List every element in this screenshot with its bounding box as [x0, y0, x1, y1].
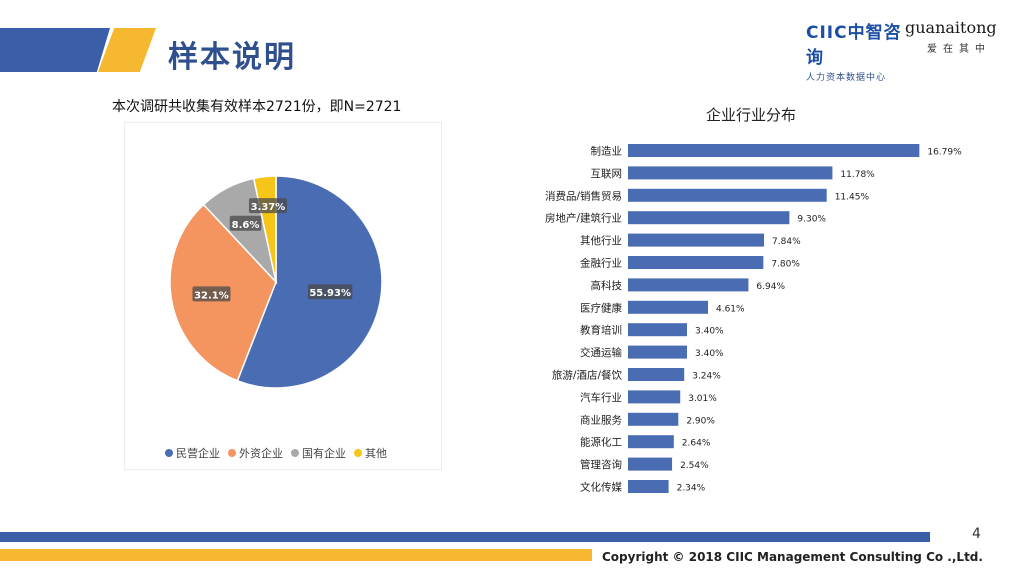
bar-mark	[628, 278, 749, 292]
page-title: 样本说明	[168, 40, 296, 75]
header-band	[0, 28, 110, 72]
legend-label-other: 其他	[365, 447, 387, 460]
bar-mark	[628, 211, 790, 225]
bar-mark	[628, 368, 685, 381]
pie-data-label-private: 55.93%	[309, 288, 351, 299]
bar-category-label: 制造业	[591, 145, 623, 158]
bar-category-label: 教育培训	[580, 324, 622, 337]
bar-value-label: 2.34%	[677, 484, 706, 494]
bar-mark	[628, 390, 681, 404]
footer-yellow-band	[0, 549, 592, 561]
bar-value-label: 2.64%	[682, 439, 711, 449]
sample-description: 本次调研共收集有效样本2721份，即N=2721	[112, 99, 402, 115]
legend-dot-private	[165, 449, 173, 457]
bar-category-label: 旅游/酒店/餐饮	[552, 369, 623, 382]
ciic-logo-subtitle: 人力资本数据中心	[806, 73, 887, 83]
bar-category-label: 医疗健康	[580, 301, 622, 314]
page-number: 4	[972, 526, 981, 542]
pie-legend: 民营企业 外资企业 国有企业 其他	[165, 445, 387, 461]
bar-value-label: 2.90%	[686, 416, 715, 426]
bar-mark	[628, 188, 827, 202]
bar-value-label: 3.40%	[695, 349, 724, 359]
pie-slice-private	[236, 175, 383, 389]
bar-mark	[628, 412, 679, 426]
bar-value-label: 16.79%	[927, 148, 962, 158]
bar-chart-title: 企业行业分布	[706, 106, 797, 124]
bar-mark	[628, 323, 687, 337]
ciic-logo-mark: CIIC中智咨询	[806, 23, 902, 68]
bar-mark	[628, 144, 920, 157]
bar-mark	[628, 300, 708, 314]
bar-category-label: 能源化工	[580, 436, 622, 449]
bar-category-label: 房地产/建筑行业	[545, 212, 622, 225]
guanaitong-logo: guanaitong 爱在其中	[905, 18, 1020, 58]
bar-value-label: 9.30%	[797, 215, 826, 225]
bar-category-label: 汽车行业	[580, 391, 622, 404]
legend-item-state: 国有企业	[291, 445, 346, 461]
footer-blue-band	[0, 532, 930, 542]
bar-value-label: 3.40%	[695, 327, 724, 337]
bar-category-label: 商业服务	[580, 413, 622, 426]
bar-mark	[628, 345, 687, 359]
pie-chart: 55.93% 32.1% 8.6% 3.37%	[169, 175, 383, 389]
legend-label-private: 民营企业	[176, 447, 220, 460]
legend-dot-other	[354, 449, 362, 457]
bar-category-label: 交通运输	[580, 346, 622, 359]
guanaitong-logo-subtitle: 爱在其中	[927, 44, 991, 55]
pie-label-bg-private	[307, 284, 353, 300]
bar-mark	[628, 256, 764, 269]
pie-data-label-other: 3.37%	[251, 202, 286, 213]
legend-item-private: 民营企业	[165, 445, 220, 461]
bar-category-label: 互联网	[591, 168, 623, 180]
pie-label-bg-foreign	[192, 286, 231, 302]
bar-value-label: 11.78%	[840, 170, 875, 180]
legend-label-foreign: 外资企业	[239, 447, 283, 460]
legend-item-foreign: 外资企业	[228, 445, 283, 461]
ciic-logo: CIIC中智咨询 人力资本数据中心	[806, 18, 906, 83]
legend-dot-foreign	[228, 449, 236, 457]
bar-value-label: 4.61%	[716, 304, 745, 314]
bar-value-label: 7.84%	[772, 237, 801, 247]
bar-category-label: 消费品/销售贸易	[545, 189, 622, 202]
bar-mark	[628, 435, 674, 449]
bar-category-label: 文化传媒	[580, 481, 622, 494]
bar-category-label: 金融行业	[580, 257, 622, 270]
bar-value-label: 2.54%	[680, 461, 709, 471]
bar-category-label: 管理咨询	[580, 458, 622, 471]
bar-value-label: 6.94%	[756, 282, 785, 292]
pie-label-bg-other	[248, 198, 287, 214]
bar-value-label: 3.01%	[688, 394, 717, 404]
pie-label-bg-state	[229, 215, 262, 231]
bar-mark	[628, 166, 833, 180]
bar-mark	[628, 480, 669, 493]
legend-item-other: 其他	[354, 445, 387, 461]
guanaitong-logo-mark: guanaitong	[905, 18, 997, 37]
bar-category-label: 高科技	[591, 279, 623, 292]
bar-category-label: 其他行业	[580, 234, 622, 247]
pie-data-label-foreign: 32.1%	[194, 290, 229, 301]
legend-label-state: 国有企业	[302, 447, 346, 460]
bar-mark	[628, 457, 673, 471]
bar-value-label: 3.24%	[692, 372, 721, 382]
bar-chart: 制造业 16.79% 互联网 11.78% 消费品/销售贸易 11.45% 房地产/建筑行业…	[545, 144, 962, 494]
bar-value-label: 11.45%	[835, 192, 870, 202]
copyright-text: Copyright © 2018 CIIC Management Consult…	[602, 550, 983, 564]
pie-data-label-state: 8.6%	[232, 220, 260, 231]
bar-mark	[628, 233, 765, 247]
legend-dot-state	[291, 449, 299, 457]
bar-value-label: 7.80%	[771, 260, 800, 270]
